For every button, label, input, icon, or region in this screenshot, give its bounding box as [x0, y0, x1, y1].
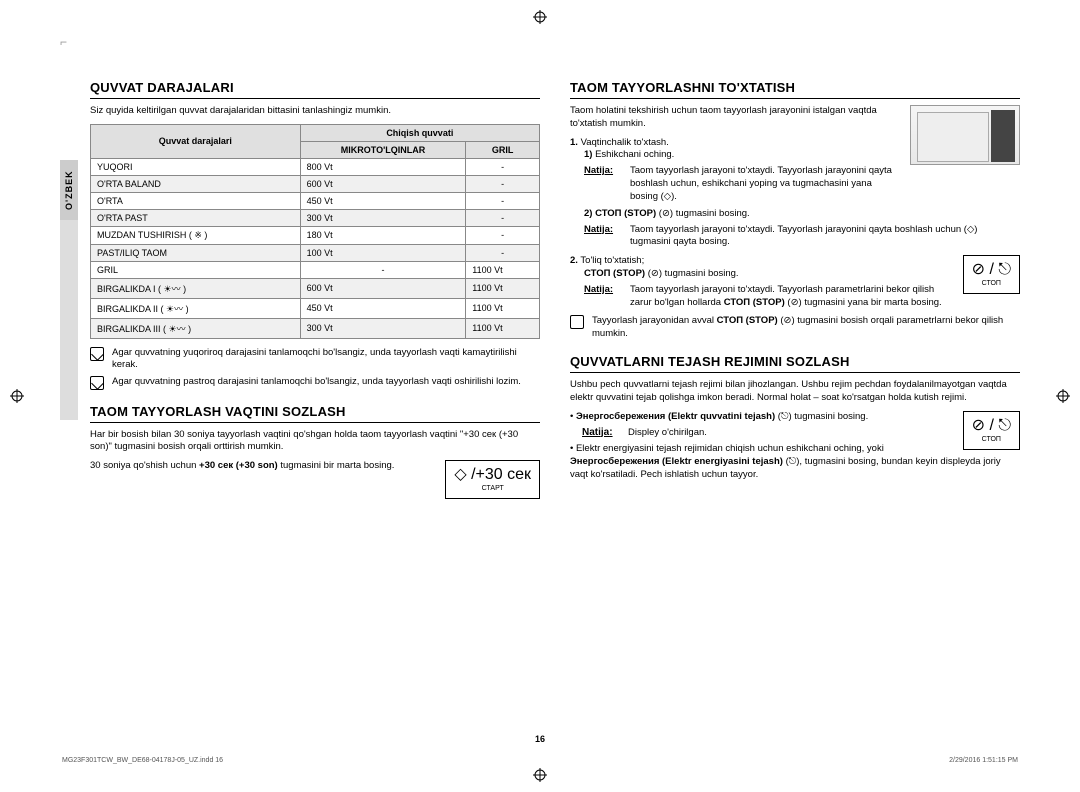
footer-timestamp: 2/29/2016 1:51:15 PM — [949, 757, 1018, 764]
registration-mark-icon — [533, 10, 547, 24]
bullet-bold: Энергосбережения (Elektr quvvatini tejas… — [576, 411, 775, 422]
footer-filename: MG23F301TCW_BW_DE68-04178J-05_UZ.indd 16 — [62, 757, 223, 764]
note-icon — [90, 376, 104, 390]
result-label: Natija: — [584, 284, 624, 310]
table-header-micro: MIKROTO'LQINLAR — [300, 141, 466, 158]
left-column: QUVVAT DARAJALARI Siz quyida keltirilgan… — [90, 80, 540, 505]
page-number: 16 — [535, 734, 545, 744]
note-text: Agar quvvatning pastroq darajasini tanla… — [112, 376, 540, 390]
right-column: TAOM TAYYORLASHNI TO'XTATISH Taom holati… — [570, 80, 1020, 505]
power-levels-intro: Siz quyida keltirilgan quvvat darajalari… — [90, 105, 540, 118]
table-row: MUZDAN TUSHIRISH ( ※ )180 Vt- — [91, 226, 540, 244]
result-label: Natija: — [584, 224, 624, 250]
substep-number: 2) — [584, 208, 592, 219]
section-title-power-levels: QUVVAT DARAJALARI — [90, 80, 540, 99]
result-text: Displey o'chirilgan. — [628, 427, 953, 440]
note-row: Agar quvvatning pastroq darajasini tanla… — [90, 376, 540, 390]
table-row: YUQORI800 Vt- — [91, 158, 540, 175]
result-text: Taom tayyorlash jarayoni to'xtaydi. Tayy… — [630, 165, 900, 203]
adjust-time-p1: Har bir bosish bilan 30 soniya tayyorlas… — [90, 429, 540, 455]
section-title-stop-cooking: TAOM TAYYORLASHNI TO'XTATISH — [570, 80, 1020, 99]
note-text: Agar quvvatning yuqoriroq darajasini tan… — [112, 347, 540, 372]
result-label: Natija: — [582, 427, 622, 440]
substep-text: (⊘) tugmasini bosing. — [656, 208, 750, 219]
stop-icon: ⊘ / ⎋ — [972, 262, 1011, 278]
microwave-illustration — [910, 105, 1020, 165]
step-number: 2. — [570, 255, 578, 266]
power-levels-table: Quvvat darajalari Chiqish quvvati MIKROT… — [90, 124, 540, 339]
table-header-grill: GRIL — [466, 141, 540, 158]
note-text: Tayyorlash jarayonidan avval СТОП (STOP)… — [592, 315, 1020, 340]
substep-text: (⊘) tugmasini bosing. — [645, 268, 739, 279]
table-row: BIRGALIKDA II ( ☀〰 )450 Vt1100 Vt — [91, 298, 540, 318]
step-text: To'liq to'xtatish; — [580, 255, 644, 266]
table-header-levels: Quvvat darajalari — [91, 124, 301, 158]
result-text: Taom tayyorlash jarayoni to'xtaydi. Tayy… — [630, 284, 953, 310]
energy-saving-intro: Ushbu pech quvvatlarni tejash rejimi bil… — [570, 379, 1020, 405]
crop-mark-icon: ⌐ — [60, 35, 67, 49]
substep-number: 1) — [584, 149, 592, 160]
registration-mark-icon — [1056, 389, 1070, 403]
button-illustration-start: ◇ /+30 сек СТАРТ — [445, 460, 540, 499]
start-icon: ◇ /+30 сек — [454, 467, 531, 483]
substep-bold: СТОП (STOP) — [584, 268, 645, 279]
section-title-adjust-time: TAOM TAYYORLASH VAQTINI SOZLASH — [90, 404, 540, 423]
info-icon — [570, 315, 584, 329]
note-row: Agar quvvatning yuqoriroq darajasini tan… — [90, 347, 540, 372]
note-icon — [90, 347, 104, 361]
section-title-energy-saving: QUVVATLARNI TEJASH REJIMINI SOZLASH — [570, 354, 1020, 373]
table-row: O'RTA BALAND600 Vt- — [91, 175, 540, 192]
stop-icon: ⊘ / ⎋ — [972, 418, 1011, 434]
table-header-output: Chiqish quvvati — [300, 124, 539, 141]
button-illustration-stop: ⊘ / ⎋ СТОП — [963, 255, 1020, 294]
table-row: PAST/ILIQ TAOM100 Vt- — [91, 244, 540, 261]
bullet-bold: Энергосбережения (Elektr energiyasini te… — [570, 456, 783, 467]
result-label: Natija: — [584, 165, 624, 203]
step-text: Vaqtinchalik to'xtash. — [581, 137, 669, 148]
bullet-text: (⎋) tugmasini bosing. — [775, 411, 868, 422]
button-illustration-stop2: ⊘ / ⎋ СТОП — [963, 411, 1020, 450]
table-row: O'RTA PAST300 Vt- — [91, 209, 540, 226]
result-text: Taom tayyorlash jarayoni to'xtaydi. Tayy… — [630, 224, 1020, 250]
sidebar-stripe — [60, 220, 78, 420]
step-number: 1. — [570, 137, 578, 148]
registration-mark-icon — [533, 768, 547, 782]
table-row: GRIL-1100 Vt — [91, 261, 540, 278]
bullet-text: Elektr energiyasini tejash rejimidan chi… — [576, 443, 884, 454]
substep-bold: СТОП (STOP) — [595, 208, 656, 219]
registration-mark-icon — [10, 389, 24, 403]
table-row: BIRGALIKDA III ( ☀〰 )300 Vt1100 Vt — [91, 318, 540, 338]
table-row: O'RTA450 Vt- — [91, 192, 540, 209]
table-row: BIRGALIKDA I ( ☀〰 )600 Vt1100 Vt — [91, 278, 540, 298]
substep-text: Eshikchani oching. — [595, 149, 674, 160]
start-label: СТАРТ — [454, 485, 531, 492]
note-row: Tayyorlash jarayonidan avval СТОП (STOP)… — [570, 315, 1020, 340]
stop-label: СТОП — [972, 280, 1011, 287]
stop-label: СТОП — [972, 436, 1011, 443]
language-tab: O'ZBEK — [60, 160, 78, 220]
